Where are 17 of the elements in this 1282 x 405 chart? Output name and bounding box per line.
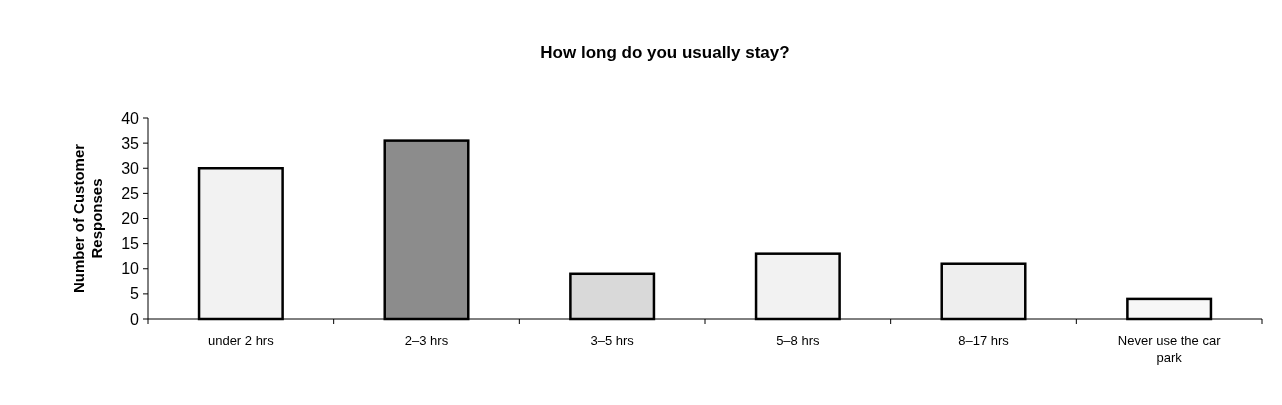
x-tick-label: under 2 hrs [207, 333, 275, 348]
y-tick-label: 10 [121, 260, 140, 278]
y-tick-label: 35 [121, 134, 140, 152]
y-tick-label: 40 [121, 109, 140, 127]
x-tick-label: 8–17 hrs [958, 333, 1010, 348]
y-tick-label: 25 [121, 184, 140, 202]
y-tick-label: 15 [121, 235, 140, 253]
x-tick-label: 3–5 hrs [590, 333, 635, 348]
y-tick-label: 0 [130, 310, 140, 328]
x-tick-label: Never use the car park [1117, 333, 1222, 365]
y-tick-label: 30 [121, 159, 140, 177]
y-axis-title: Number of Customer Responses [70, 143, 105, 294]
y-tick-label: 5 [130, 285, 140, 303]
chart-title: How long do you usually stay? [540, 43, 790, 62]
x-tick-label: 2–3 hrs [404, 333, 449, 348]
y-tick-label: 20 [121, 210, 140, 228]
x-tick-label: 5–8 hrs [776, 333, 821, 348]
